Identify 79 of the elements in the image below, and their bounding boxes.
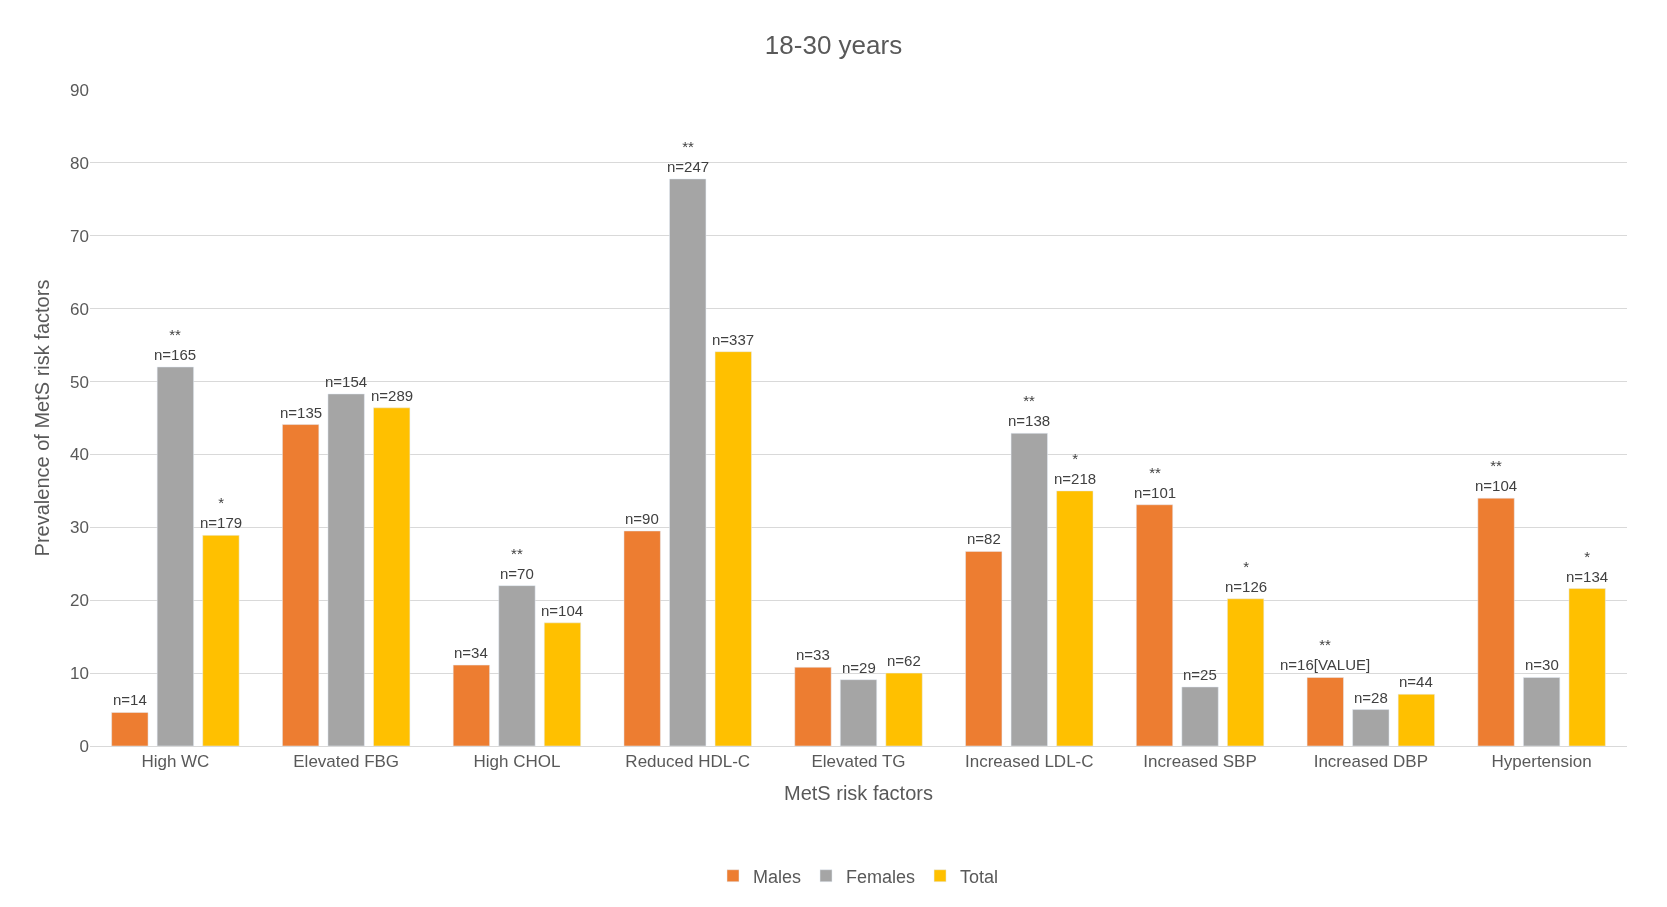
y-tick-label: 70 [70,226,89,246]
y-tick-label: 40 [70,445,89,465]
annotation: n=30 [1525,656,1559,673]
legend-label: Males [753,866,802,887]
y-tick-label: 80 [70,153,89,173]
bar [1397,694,1435,746]
bar [452,664,490,746]
annotation: n=14 [113,691,147,708]
bar [327,393,365,746]
bar [794,667,832,746]
x-tick-label: Elevated FBG [293,752,400,772]
bar [1568,588,1606,746]
annotation: * n=126 [1225,558,1268,595]
x-axis-title: MetS risk factors [784,781,933,804]
annotation: n=29 [842,659,876,676]
x-tick-label: Elevated TG [811,752,906,772]
bar [202,535,240,746]
y-tick-label: 50 [70,372,89,392]
y-tick-label: 30 [70,518,89,538]
annotation: n=44 [1399,673,1433,690]
annotation: ** n=70 [500,545,534,582]
bar [1352,709,1390,746]
x-tick-label: Reduced HDL-C [625,752,751,772]
legend-label: Females [846,866,916,887]
y-tick-label: 90 [70,80,89,100]
annotation: n=25 [1183,666,1217,683]
annotation: n=135 [280,404,323,421]
bar [1227,598,1265,746]
x-tick-label: High WC [141,752,210,772]
legend-label: Total [960,866,999,887]
x-tick-label: Increased LDL-C [965,752,1094,772]
bar [1523,677,1561,746]
annotation: n=82 [967,530,1001,547]
annotation: * n=218 [1054,450,1097,487]
x-tick-label: Hypertension [1491,752,1592,772]
bar [544,622,581,746]
bar [623,530,661,746]
bar [498,585,536,746]
x-tick-label: Increased SBP [1143,752,1257,772]
bar [1010,433,1048,746]
annotation: n=28 [1354,689,1388,706]
annotation: n=154 [325,373,368,390]
x-tick-label: High CHOL [473,752,561,772]
x-tick-label: Increased DBP [1313,752,1428,772]
y-tick-label: 60 [70,299,89,319]
y-tick-label: 0 [79,736,89,756]
bar [373,407,411,746]
annotation: n=337 [712,331,755,348]
annotation: * n=134 [1566,548,1609,585]
bar [669,178,707,746]
bar [1056,490,1094,746]
bar [1136,504,1173,746]
bar [111,712,149,746]
annotation: ** n=247 [667,138,710,175]
annotation: ** n=104 [1475,457,1518,494]
bar [1306,677,1344,746]
y-tick-label: 10 [70,664,89,684]
bar [156,366,194,746]
bar [840,679,877,746]
bar [1477,497,1515,746]
bar [885,672,923,746]
bar [714,351,752,746]
annotation: ** n=16[VALUE] [1280,636,1371,673]
y-tick-label: 20 [70,591,89,611]
bar [1181,686,1219,746]
annotation: n=104 [541,602,584,619]
annotation: n=33 [796,646,830,663]
annotation: ** n=101 [1134,464,1177,501]
annotation: n=90 [625,510,659,527]
annotation: ** n=165 [154,326,197,363]
annotation: n=34 [454,644,488,661]
annotation: n=289 [371,387,414,404]
y-axis-title: Prevalence of MetS risk factors [30,279,53,557]
chart-title: 18-30 years [764,30,903,61]
bar [965,551,1003,746]
annotation: ** n=138 [1008,392,1051,429]
bar [282,424,320,746]
annotation: n=62 [887,652,921,669]
annotation: * n=179 [200,494,243,531]
